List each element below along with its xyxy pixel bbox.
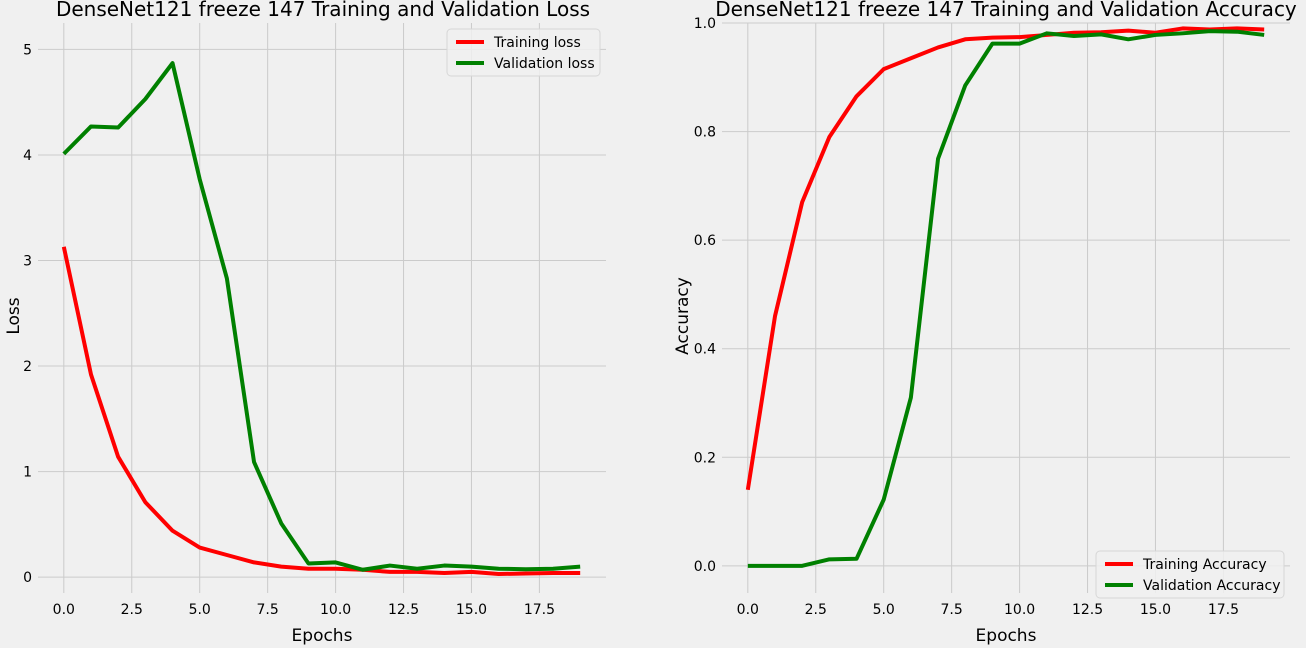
- y-tick-label: 2: [23, 359, 32, 375]
- legend-label-1: Validation loss: [494, 56, 595, 72]
- chart-title: DenseNet121 freeze 147 Training and Vali…: [56, 0, 590, 21]
- series-line-1: [62, 61, 581, 572]
- y-tick-label: 3: [23, 254, 32, 270]
- y-tick-label: 1.0: [694, 16, 716, 32]
- x-tick-label: 7.5: [257, 602, 279, 618]
- x-tick-label: 10.0: [320, 602, 351, 618]
- x-tick-label: 17.5: [524, 602, 555, 618]
- y-tick-label: 0.6: [694, 233, 716, 249]
- series-line-0: [61, 246, 581, 576]
- x-tick-label: 5.0: [873, 602, 895, 618]
- plot-area: [722, 23, 1290, 593]
- x-tick-label: 12.5: [388, 602, 419, 618]
- y-tick-label: 0.8: [694, 125, 716, 141]
- plot-area: [38, 23, 606, 593]
- x-axis-label: Epochs: [292, 626, 353, 646]
- y-tick-label: 0: [23, 570, 32, 586]
- x-tick-label: 17.5: [1208, 602, 1239, 618]
- x-tick-label: 15.0: [456, 602, 487, 618]
- y-axis-label: Loss: [4, 297, 24, 334]
- chart-title: DenseNet121 freeze 147 Training and Vali…: [715, 0, 1297, 21]
- x-tick-label: 5.0: [189, 602, 211, 618]
- y-tick-label: 0.0: [694, 559, 716, 575]
- series-line-0: [745, 26, 1265, 491]
- legend-box: [1095, 550, 1285, 599]
- y-tick-label: 0.2: [694, 450, 716, 466]
- y-tick-label: 1: [23, 465, 32, 481]
- x-axis-label: Epochs: [976, 626, 1037, 646]
- y-tick-label: 0.4: [694, 342, 716, 358]
- y-tick-label: 5: [23, 42, 32, 58]
- x-tick-label: 0.0: [53, 602, 75, 618]
- y-axis-label: Accuracy: [673, 277, 693, 355]
- x-tick-label: 2.5: [805, 602, 827, 618]
- y-tick-label: 4: [23, 148, 32, 164]
- legend-label-0: Training loss: [493, 35, 581, 51]
- x-tick-label: 10.0: [1004, 602, 1035, 618]
- legend-label-0: Training Accuracy: [1142, 557, 1267, 573]
- x-tick-label: 7.5: [941, 602, 963, 618]
- x-tick-label: 0.0: [737, 602, 759, 618]
- legend-label-1: Validation Accuracy: [1143, 578, 1281, 594]
- series-line-1: [747, 29, 1265, 568]
- legend-box: [446, 28, 601, 77]
- x-tick-label: 15.0: [1140, 602, 1171, 618]
- x-tick-label: 12.5: [1072, 602, 1103, 618]
- x-tick-label: 2.5: [121, 602, 143, 618]
